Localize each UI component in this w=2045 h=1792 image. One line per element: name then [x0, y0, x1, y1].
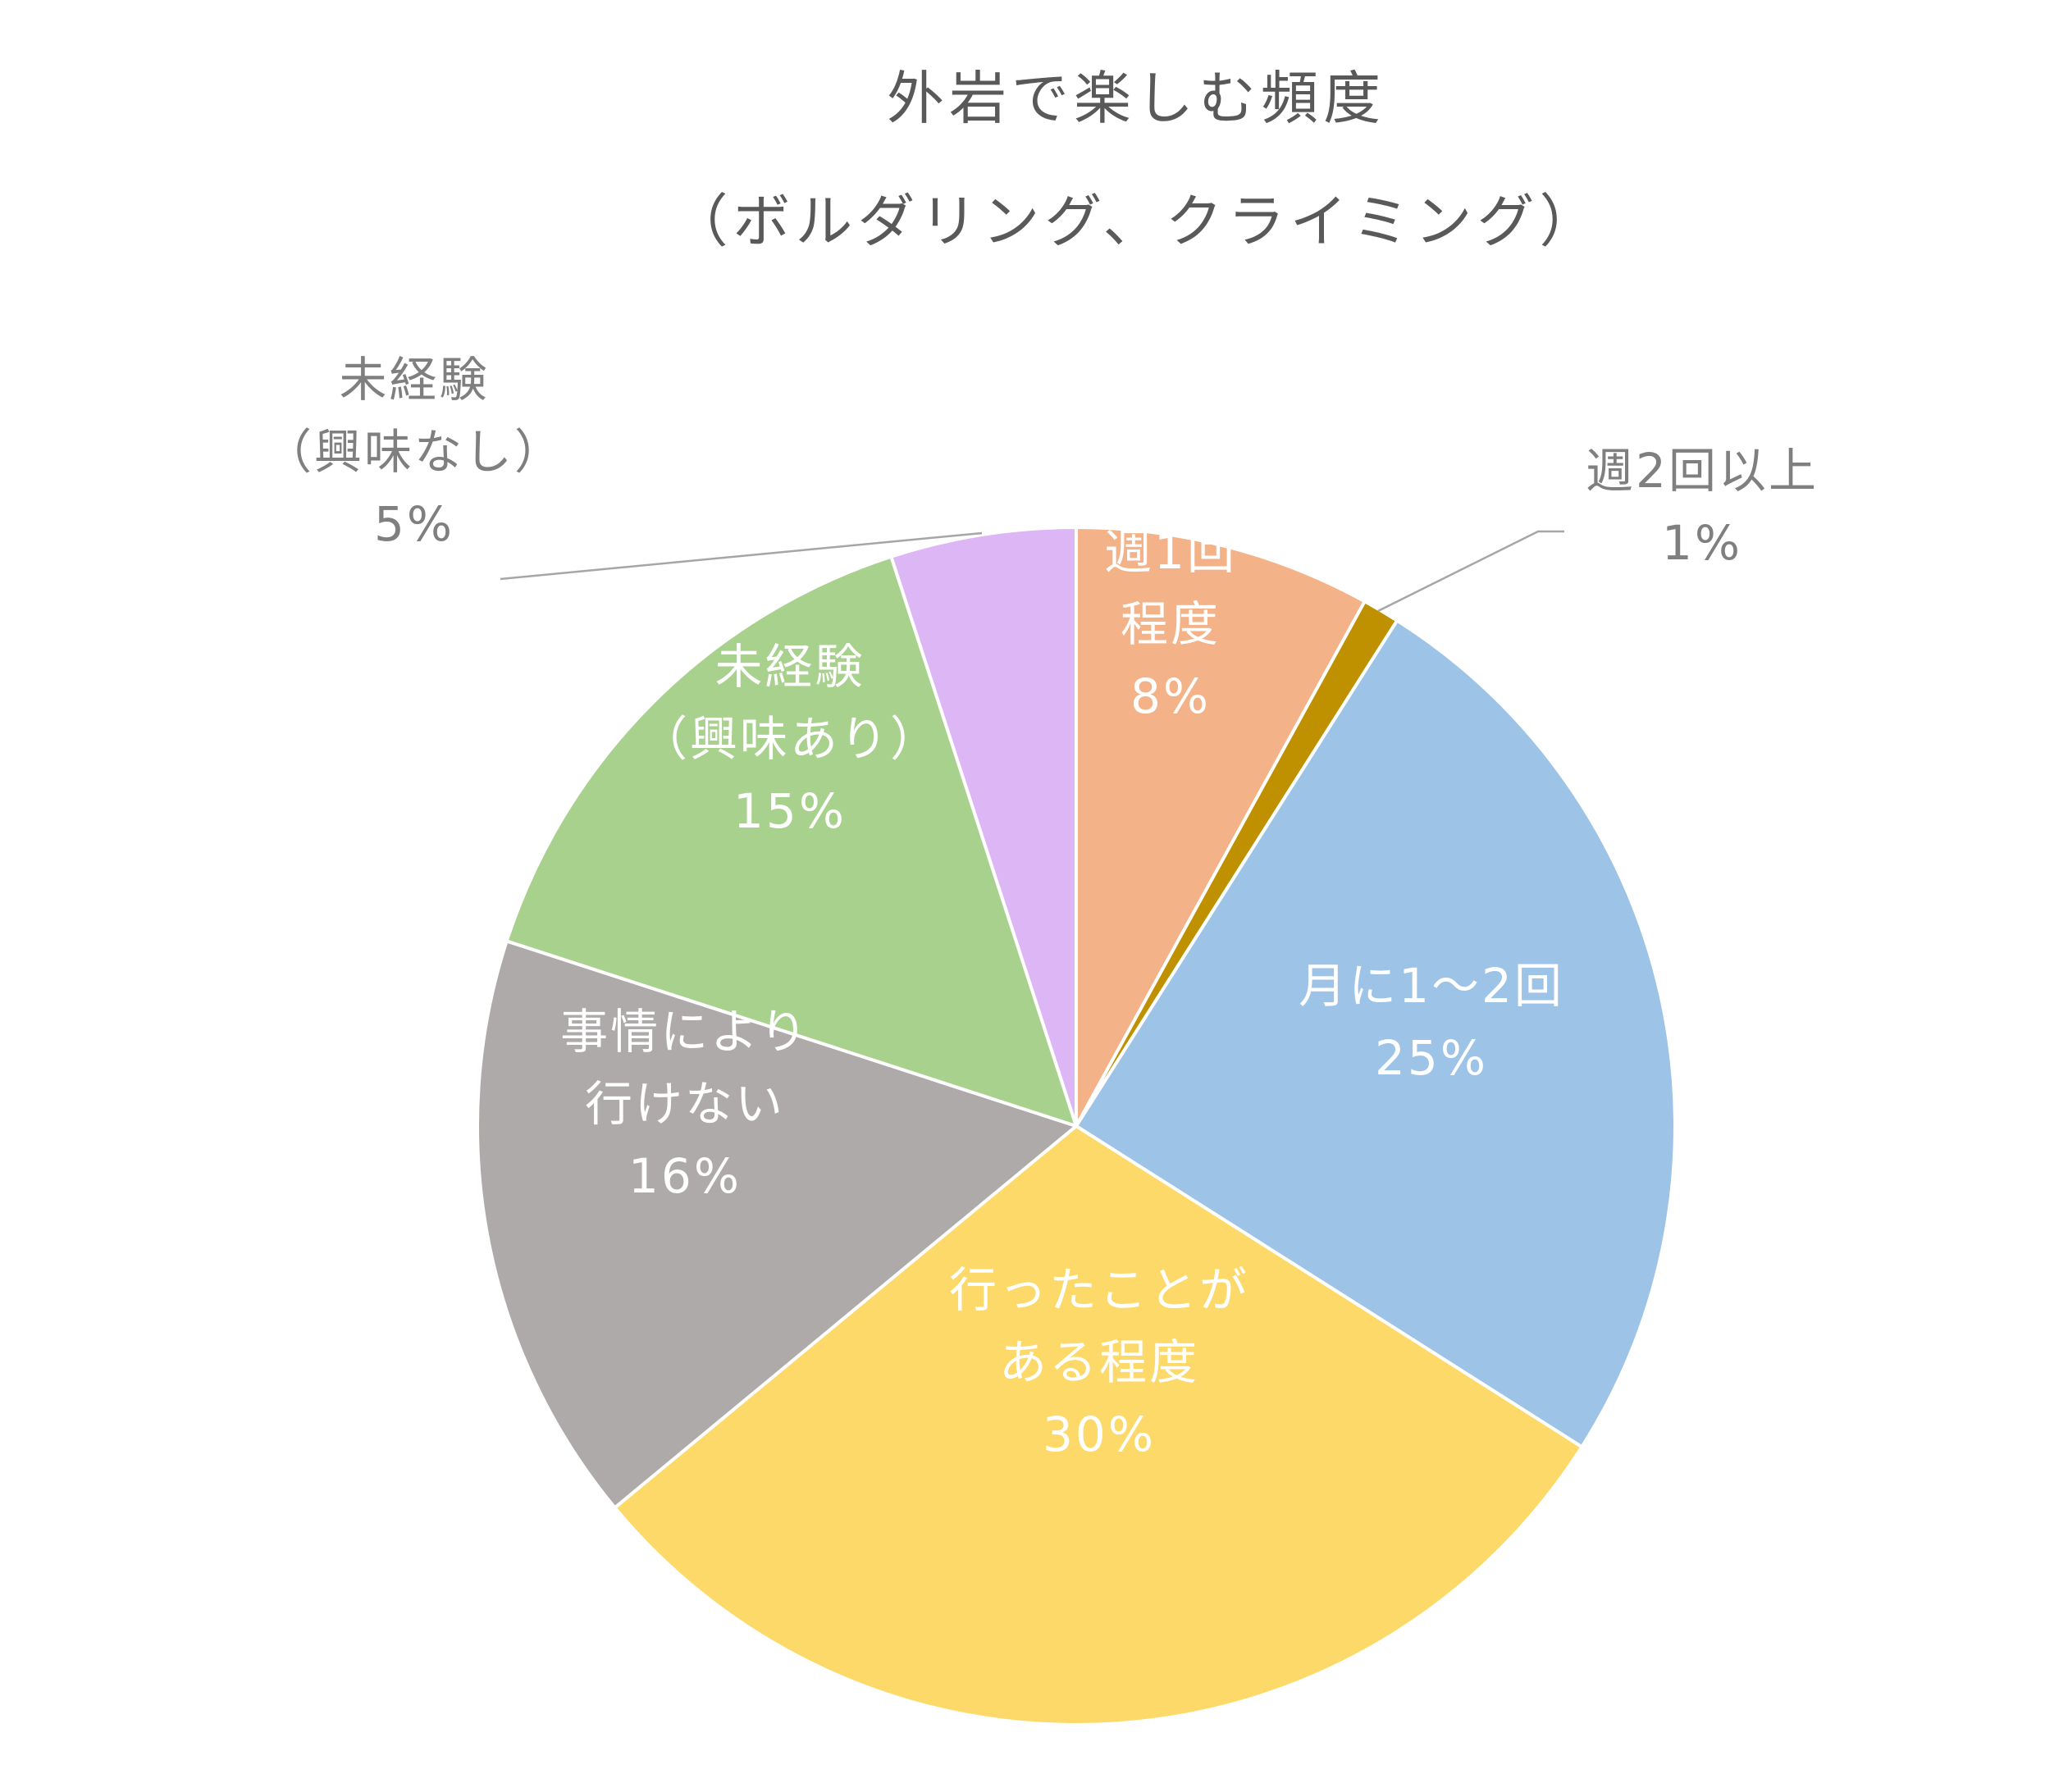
slice-label-5-line-2: 行けない: [585, 1076, 785, 1132]
slice-label-1-line-2: 程度: [1121, 596, 1221, 652]
pie-slice-5: [476, 939, 1078, 1510]
slice-label-6-line-1: 未経験: [714, 639, 865, 695]
pie-slices: [476, 526, 1677, 1726]
title-line-1: 外岩で楽しむ頻度: [887, 65, 1385, 132]
slice-label-4-line-2: ある程度: [999, 1334, 1199, 1390]
slice-label-1-line-1: 週1回: [1104, 524, 1237, 580]
slice-label-3-line-1: 月に1～2回: [1299, 958, 1564, 1014]
pie-slice-7: [889, 526, 1078, 1128]
slice-percent-5: 16%: [628, 1148, 742, 1204]
chart-title: 外岩で楽しむ頻度 （ボルダリング、クライミング）: [670, 65, 1601, 255]
slice-label-7-line-2: （興味なし）: [264, 424, 564, 480]
slice-percent-7: 5%: [374, 496, 454, 552]
pie-slice-6: [504, 554, 1078, 1128]
slice-label-4-line-1: 行ったことが: [949, 1262, 1249, 1318]
slice-percent-6: 15%: [733, 783, 847, 839]
leader-lines: [500, 530, 1564, 613]
slice-label-6-line-2: （興味あり）: [640, 711, 940, 767]
slice-label-7-line-1: 未経験: [339, 352, 489, 408]
pie-slice-3: [1075, 618, 1677, 1449]
slice-percent-3: 25%: [1375, 1030, 1488, 1086]
pie-slice-1: [1075, 526, 1367, 1128]
slice-label-2-line-1: 週2回以上: [1586, 443, 1819, 499]
slice-percent-1: 8%: [1130, 668, 1211, 724]
leader-line-7: [500, 531, 983, 581]
pie-slice-4: [613, 1124, 1584, 1726]
leader-line-2: [1377, 530, 1564, 613]
slice-percent-4: 30%: [1043, 1407, 1156, 1462]
slice-percent-2: 1%: [1662, 515, 1742, 571]
slice-label-5-line-1: 事情により: [560, 1004, 810, 1060]
title-line-2: （ボルダリング、クライミング）: [670, 188, 1601, 255]
